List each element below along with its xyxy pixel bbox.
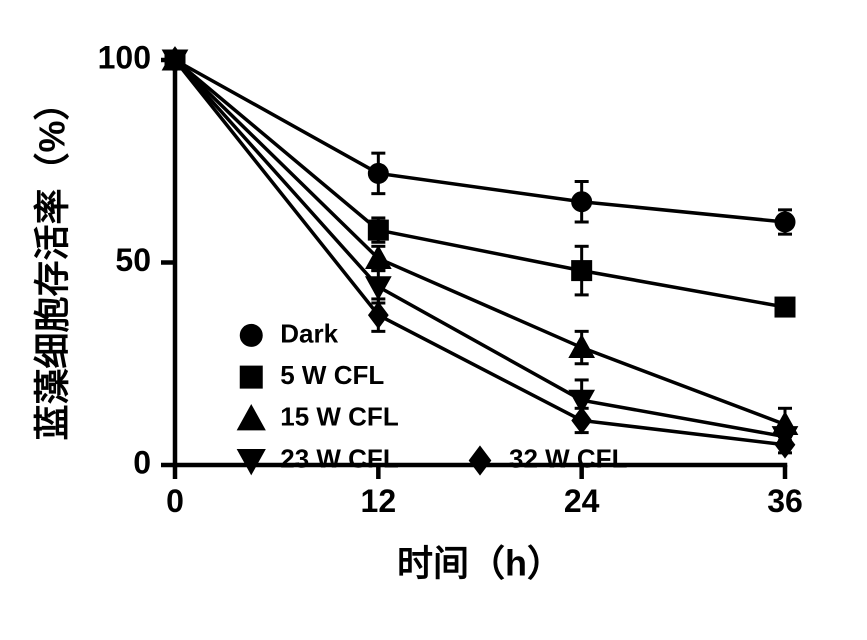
x-tick-label: 12 — [361, 483, 397, 519]
y-tick-label: 0 — [133, 444, 151, 480]
x-axis-label: 时间（h） — [397, 542, 563, 583]
y-tick-label: 100 — [98, 39, 151, 75]
x-tick-label: 24 — [564, 483, 600, 519]
legend-label: 23 W CFL — [280, 443, 399, 473]
cell-viability-chart: 0 50 100 0 12 24 36 蓝藻细胞存活率（%） 时间（h） Dark 5 W CFL 1… — [0, 0, 867, 640]
legend-label: 15 W CFL — [280, 402, 399, 432]
x-tick-label: 0 — [166, 483, 184, 519]
x-tick-label: 36 — [767, 483, 803, 519]
y-axis-label: 蓝藻细胞存活率（%） — [32, 84, 73, 440]
y-tick-label: 50 — [115, 242, 151, 278]
legend-label: 32 W CFL — [509, 443, 628, 473]
legend-label: 5 W CFL — [280, 360, 384, 390]
legend-label: Dark — [280, 318, 338, 348]
